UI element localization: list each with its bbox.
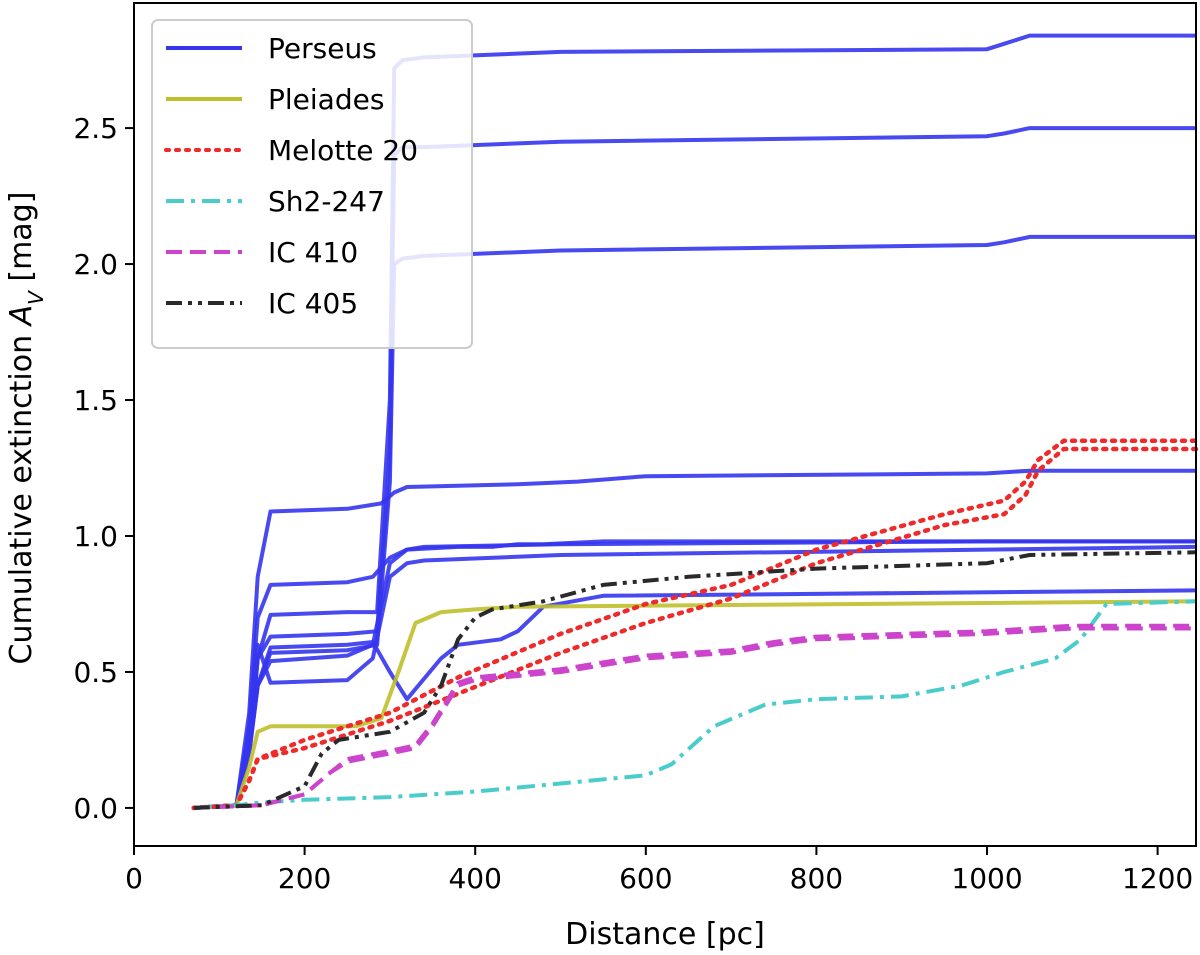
legend-label-ic-410: IC 410 <box>268 236 358 269</box>
x-tick-label: 0 <box>125 862 143 895</box>
y-tick-label: 1.5 <box>73 384 118 417</box>
y-tick-label: 0.5 <box>73 656 118 689</box>
x-axis-label: Distance [pc] <box>565 917 765 952</box>
x-tick-label: 1200 <box>1122 862 1193 895</box>
y-axis-label: Cumulative extinction AV [mag] <box>4 192 48 665</box>
legend-label-pleiades: Pleiades <box>268 83 384 116</box>
y-tick-label: 2.5 <box>73 112 118 145</box>
x-tick-label: 400 <box>448 862 501 895</box>
series-line-ic-410-12 <box>193 626 1196 810</box>
x-tick-label: 1000 <box>951 862 1022 895</box>
y-tick-label: 1.0 <box>73 520 118 553</box>
legend-label-sh2-247: Sh2-247 <box>268 185 385 218</box>
legend-label-melotte-20: Melotte 20 <box>268 134 418 167</box>
x-tick-label: 800 <box>790 862 843 895</box>
series-line-perseus-7 <box>193 588 1197 810</box>
y-axis-label-symbol: A <box>4 305 39 328</box>
series-line-perseus-4 <box>193 539 1196 810</box>
series-line-melotte-20-9 <box>191 438 1199 811</box>
series-line-melotte-20-10 <box>191 446 1199 811</box>
x-tick-label: 200 <box>278 862 331 895</box>
series-line-pleiades-8 <box>193 599 1197 810</box>
legend-box <box>151 19 473 349</box>
x-tick-label: 600 <box>619 862 672 895</box>
series-line-perseus-5 <box>193 544 1197 810</box>
y-tick-label: 0.0 <box>73 792 118 825</box>
legend: Perseus Pleiades Melotte 20 Sh2-247 IC 410 IC… <box>151 19 473 349</box>
series-line-ic-410-13 <box>193 623 1196 810</box>
y-axis-label-prefix: Cumulative extinction <box>4 325 39 664</box>
series-line-ic-405-14 <box>193 550 1197 810</box>
legend-label-perseus: Perseus <box>268 32 377 65</box>
legend-label-ic-405: IC 405 <box>268 287 358 320</box>
plot-frame <box>133 2 1197 847</box>
y-tick-label: 2.0 <box>73 248 118 281</box>
series-line-perseus-3 <box>193 468 1196 810</box>
y-axis-label-sub: V <box>24 290 48 305</box>
y-axis-label-suffix: [mag] <box>4 192 39 292</box>
series-line-sh2-247-11 <box>193 599 1197 810</box>
